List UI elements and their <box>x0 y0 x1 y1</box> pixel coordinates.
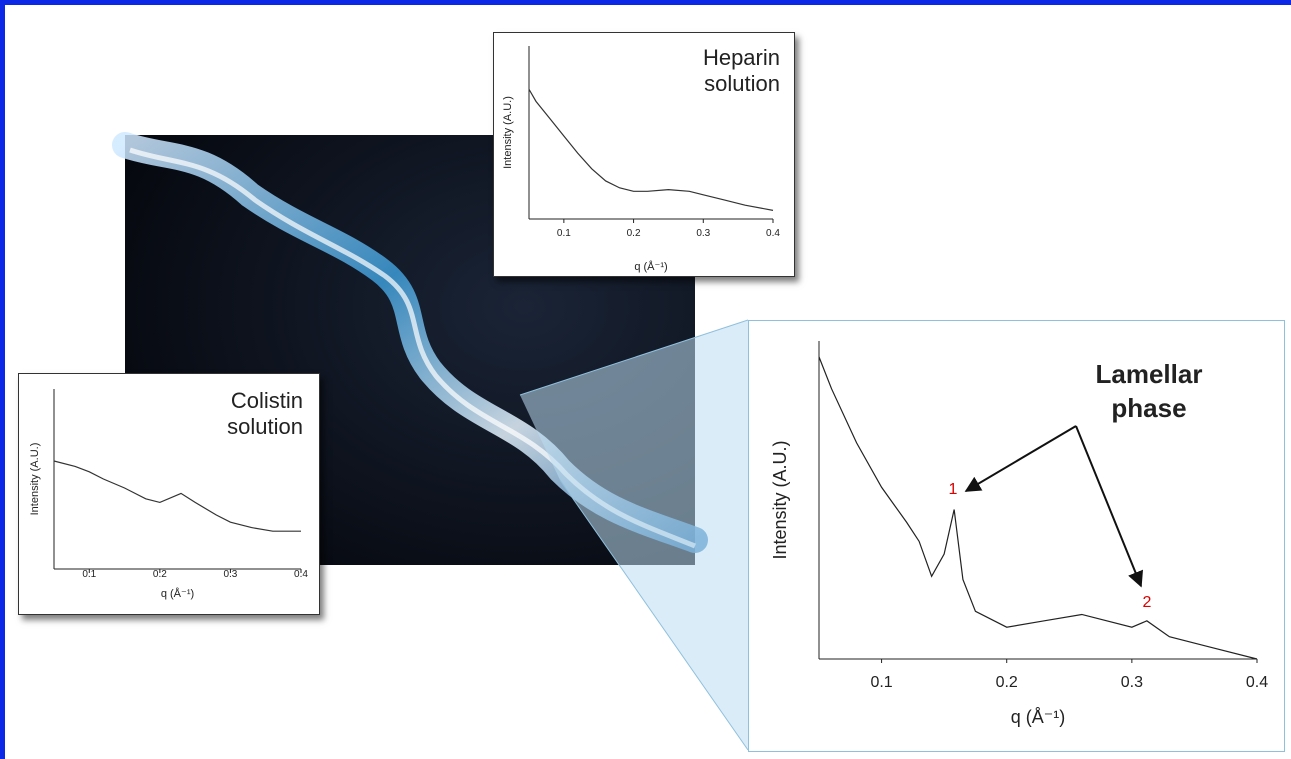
y-axis-label: Intensity (A.U.) <box>29 443 41 516</box>
x-tick-label: 0.2 <box>153 569 167 580</box>
x-tick-label: 0.1 <box>557 228 571 239</box>
x-tick-label: 0.4 <box>766 228 780 239</box>
annotation-arrow <box>1076 426 1141 586</box>
x-tick-label: 0.4 <box>1246 674 1268 691</box>
data-line <box>54 461 301 531</box>
x-tick-label: 0.2 <box>627 228 641 239</box>
chart-title: Colistin solution <box>183 388 303 441</box>
x-axis-label: q (Å⁻¹) <box>161 587 194 600</box>
annotation: 2 <box>1143 594 1152 611</box>
chart-title: Heparin solution <box>660 45 780 98</box>
x-tick-label: 0.3 <box>1121 674 1143 691</box>
x-tick-label: 0.4 <box>294 569 308 580</box>
frame-left <box>0 0 5 759</box>
x-tick-label: 0.1 <box>82 569 96 580</box>
y-axis-label: Intensity (A.U.) <box>502 96 514 169</box>
x-tick-label: 0.2 <box>996 674 1018 691</box>
lamellar-panel: 0.1 0.2 0.3 0.4 q (Å⁻¹) Intensity (A.U.) Lamel… <box>748 320 1285 752</box>
x-axis-label: q (Å⁻¹) <box>634 260 667 273</box>
annotation-arrow <box>966 426 1076 491</box>
x-tick-label: 0.3 <box>696 228 710 239</box>
chart: 0.1 0.2 0.3 0.4 q (Å⁻¹) Intensity (A.U.) Lamel… <box>749 321 1284 751</box>
frame-top <box>0 0 1291 5</box>
annotation: 1 <box>949 481 958 498</box>
x-tick-label: 0.1 <box>870 674 892 691</box>
heparin-panel: 0.1 0.2 0.3 0.4 q (Å⁻¹) Intensity (A.U.) Hepar… <box>493 32 795 277</box>
data-line <box>819 357 1257 659</box>
figure: 0.1 0.2 0.3 0.4 q (Å⁻¹) Intensity (A.U.) Hepar… <box>0 0 1291 759</box>
y-axis-label: Intensity (A.U.) <box>770 440 790 559</box>
x-tick-label: 0.3 <box>223 569 237 580</box>
data-line <box>529 89 773 210</box>
x-axis-label: q (Å⁻¹) <box>1011 707 1066 727</box>
colistin-panel: 0.1 0.2 0.3 0.4 q (Å⁻¹) Intensity (A.U.) Colis… <box>18 373 320 615</box>
